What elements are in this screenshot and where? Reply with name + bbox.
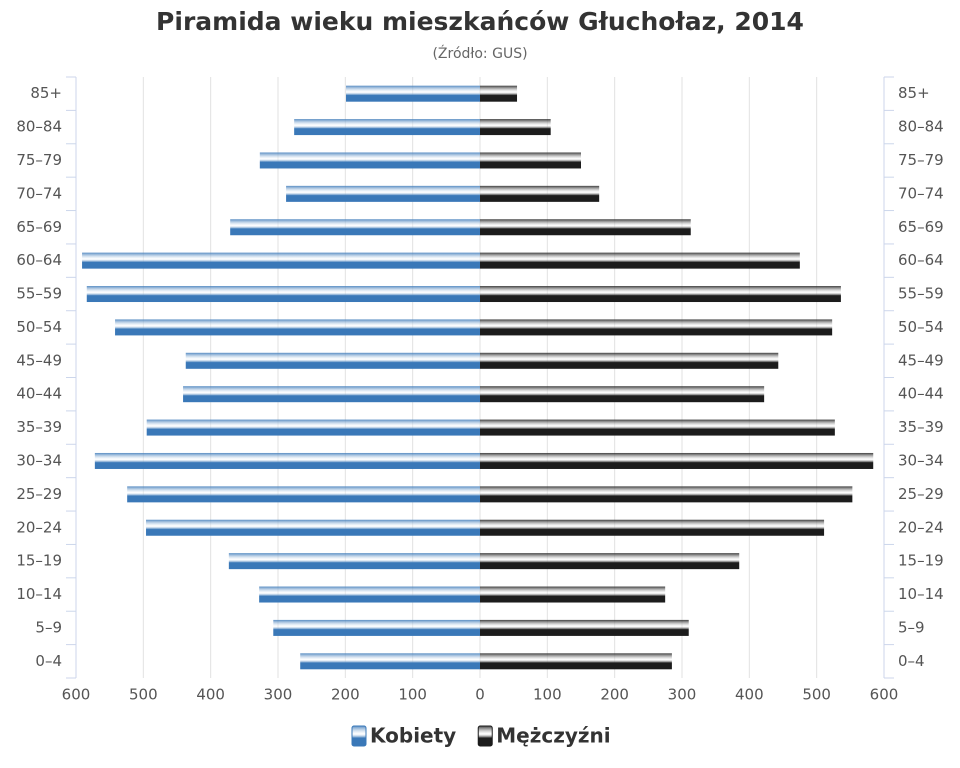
chart-subtitle: (Źródło: GUS) xyxy=(432,44,527,62)
x-tick-label: 400 xyxy=(196,686,225,704)
y-tick-label: 35–39 xyxy=(898,418,944,436)
bar xyxy=(480,219,691,236)
bar xyxy=(480,352,779,369)
bar xyxy=(480,185,600,202)
legend-swatch xyxy=(351,725,367,747)
bar xyxy=(480,586,666,603)
y-tick-label: 35–39 xyxy=(16,418,62,436)
legend-label: Kobiety xyxy=(370,724,456,748)
y-tick-label: 70–74 xyxy=(16,184,62,202)
bar xyxy=(480,452,874,469)
y-tick-label: 15–19 xyxy=(16,552,62,570)
y-tick-label: 45–49 xyxy=(898,351,944,369)
y-tick-label: 10–14 xyxy=(898,585,944,603)
bar xyxy=(480,119,551,136)
y-tick-label: 0–4 xyxy=(898,652,925,670)
bar xyxy=(115,319,480,336)
bar xyxy=(146,419,480,436)
bar xyxy=(480,486,853,503)
y-tick-label: 80–84 xyxy=(16,118,62,136)
y-tick-label: 65–69 xyxy=(898,218,944,236)
bar xyxy=(127,486,480,503)
y-tick-label: 50–54 xyxy=(16,318,62,336)
bar xyxy=(185,352,480,369)
y-tick-label: 85+ xyxy=(898,84,930,102)
bar xyxy=(480,319,833,336)
bar xyxy=(230,219,480,236)
y-tick-label: 15–19 xyxy=(898,552,944,570)
chart-title: Piramida wieku mieszkańców Głuchołaz, 20… xyxy=(156,7,804,36)
y-tick-label: 80–84 xyxy=(898,118,944,136)
bar xyxy=(273,619,480,636)
y-tick-label: 55–59 xyxy=(16,285,62,303)
x-tick-label: 500 xyxy=(802,686,831,704)
y-tick-label: 75–79 xyxy=(16,151,62,169)
y-tick-label: 5–9 xyxy=(898,618,925,636)
x-tick-label: 300 xyxy=(264,686,293,704)
bar xyxy=(259,152,480,169)
bar xyxy=(480,386,765,403)
y-tick-label: 20–24 xyxy=(898,518,944,536)
y-tick-label: 5–9 xyxy=(35,618,62,636)
y-tick-label: 60–64 xyxy=(898,251,944,269)
y-tick-label: 65–69 xyxy=(16,218,62,236)
y-tick-label: 50–54 xyxy=(898,318,944,336)
x-tick-label: 600 xyxy=(62,686,91,704)
legend-label: Mężczyźni xyxy=(496,724,610,748)
y-tick-label: 25–29 xyxy=(898,485,944,503)
y-tick-label: 70–74 xyxy=(898,184,944,202)
bar xyxy=(300,653,480,670)
x-tick-label: 100 xyxy=(533,686,562,704)
y-tick-label: 40–44 xyxy=(16,385,62,403)
x-tick-label: 200 xyxy=(331,686,360,704)
y-tick-label: 60–64 xyxy=(16,251,62,269)
x-tick-label: 400 xyxy=(735,686,764,704)
bar xyxy=(480,519,825,536)
y-tick-label: 85+ xyxy=(30,84,62,102)
bar xyxy=(480,286,841,303)
legend-swatch xyxy=(477,725,493,747)
bar xyxy=(86,286,481,303)
bar xyxy=(94,452,480,469)
bar xyxy=(480,85,518,102)
bar xyxy=(480,619,689,636)
x-tick-label: 500 xyxy=(129,686,158,704)
y-tick-label: 30–34 xyxy=(16,451,62,469)
y-tick-label: 75–79 xyxy=(898,151,944,169)
bar xyxy=(480,252,800,269)
bar xyxy=(146,519,480,536)
bar xyxy=(480,152,581,169)
y-tick-label: 25–29 xyxy=(16,485,62,503)
y-tick-label: 20–24 xyxy=(16,518,62,536)
bar xyxy=(346,85,480,102)
bar xyxy=(259,586,480,603)
bar xyxy=(286,185,480,202)
y-tick-label: 0–4 xyxy=(35,652,62,670)
bar xyxy=(480,553,740,570)
y-tick-label: 55–59 xyxy=(898,285,944,303)
bar xyxy=(480,419,835,436)
bar xyxy=(228,553,480,570)
y-tick-label: 45–49 xyxy=(16,351,62,369)
x-tick-label: 200 xyxy=(600,686,629,704)
x-tick-label: 0 xyxy=(475,686,485,704)
y-tick-label: 40–44 xyxy=(898,385,944,403)
bar xyxy=(183,386,480,403)
bar xyxy=(294,119,480,136)
x-tick-label: 300 xyxy=(668,686,697,704)
y-tick-label: 10–14 xyxy=(16,585,62,603)
bar xyxy=(82,252,480,269)
bar xyxy=(480,653,672,670)
x-tick-label: 600 xyxy=(870,686,899,704)
x-tick-label: 100 xyxy=(398,686,427,704)
y-tick-label: 30–34 xyxy=(898,451,944,469)
